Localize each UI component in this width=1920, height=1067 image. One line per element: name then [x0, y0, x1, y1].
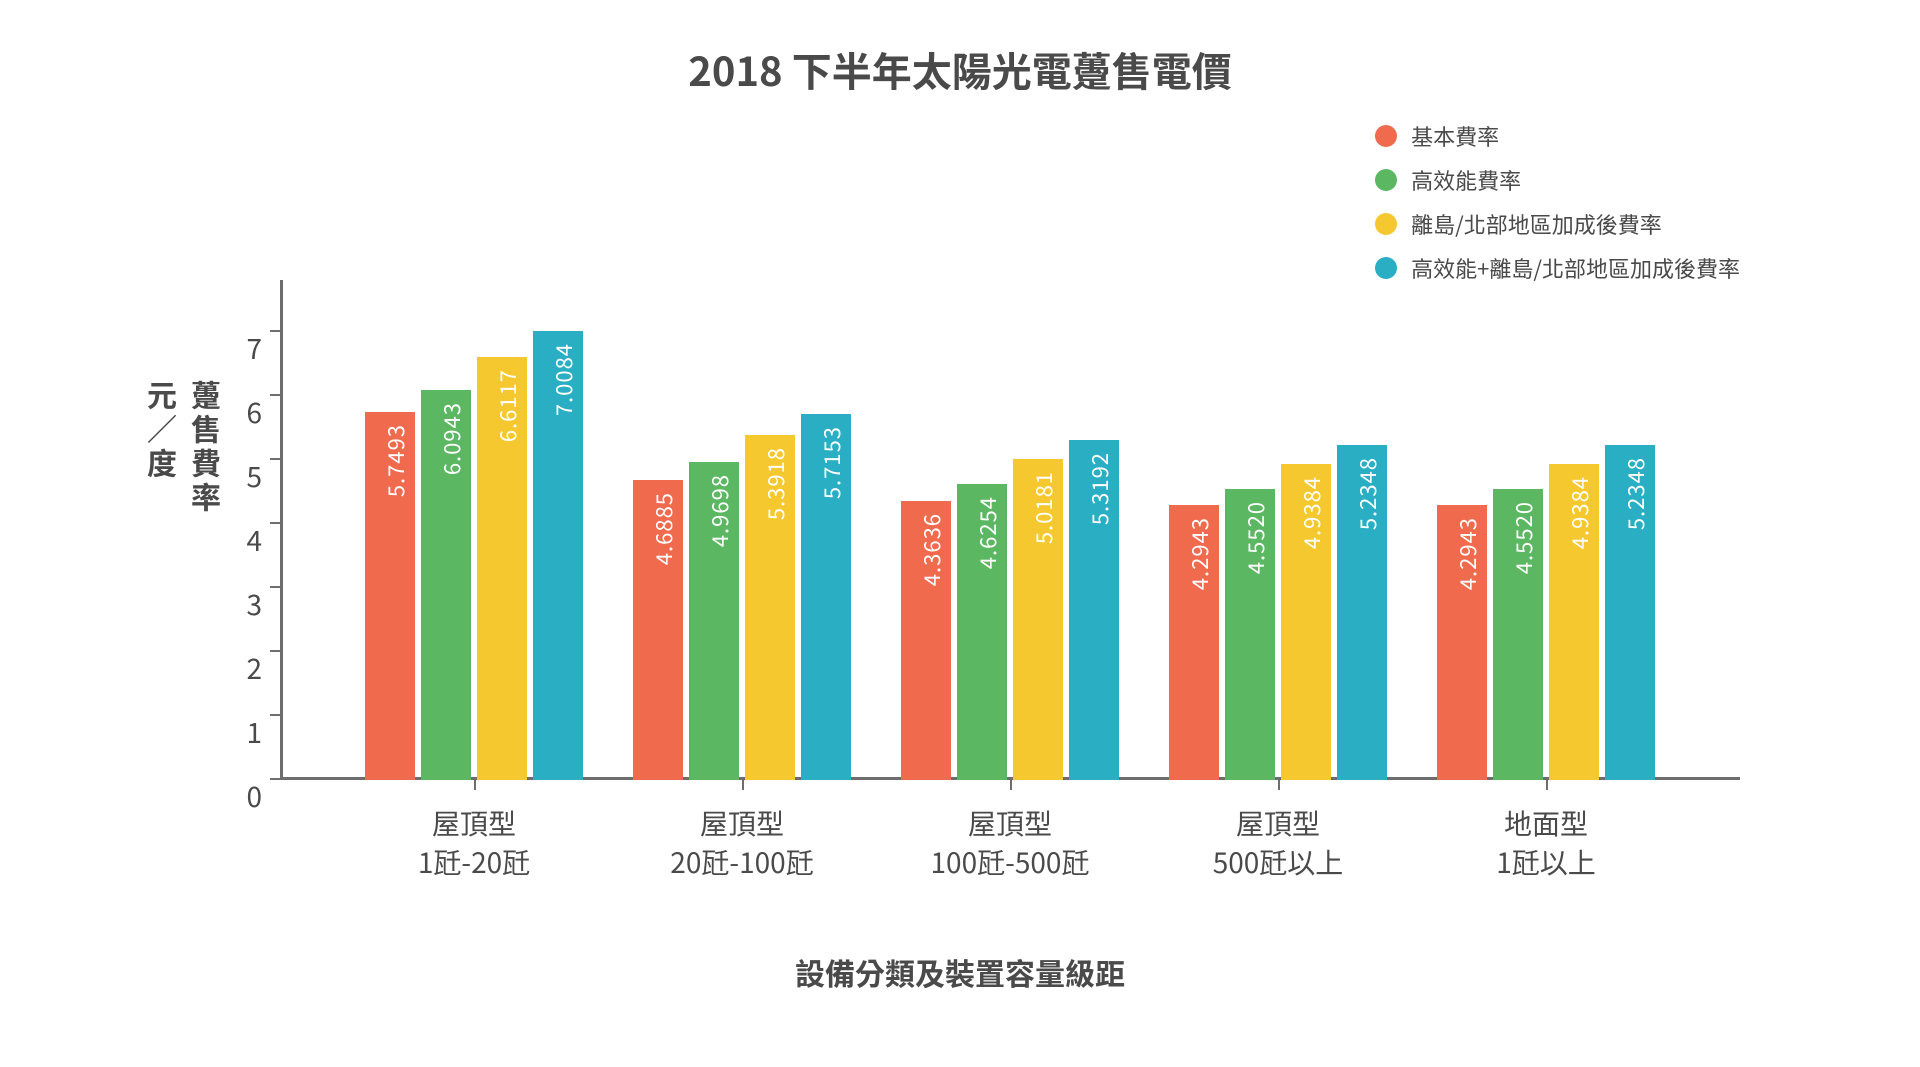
y-tick-label: 5	[246, 456, 262, 496]
bar-value-label: 5.3918	[759, 447, 791, 520]
x-tick-mark	[474, 780, 476, 790]
legend: 基本費率高效能費率離島/北部地區加成後費率高效能+離島/北部地區加成後費率	[1375, 120, 1740, 284]
bar-value-label: 5.2348	[1351, 457, 1383, 530]
y-tick-label: 2	[246, 648, 262, 688]
bar: 4.6254	[957, 484, 1007, 780]
bar: 6.0943	[421, 390, 471, 780]
bar: 4.9698	[689, 462, 739, 780]
legend-swatch	[1375, 169, 1397, 191]
chart-plot-area: 012345675.74936.09436.61177.0084屋頂型1瓩-20…	[280, 300, 1720, 780]
bar-group: 4.3636 4.6254 5.0181 5.3192	[901, 440, 1119, 780]
bar-group: 4.2943 4.5520 4.9384 5.2348	[1169, 445, 1387, 780]
y-tick-label: 6	[246, 392, 262, 432]
x-tick-mark	[1278, 780, 1280, 790]
legend-label: 高效能費率	[1411, 164, 1521, 196]
bar: 5.7493	[365, 412, 415, 780]
y-tick-mark	[270, 458, 280, 460]
legend-item: 高效能費率	[1375, 164, 1740, 196]
x-tick-label: 屋頂型20瓩-100瓩	[670, 804, 813, 882]
bar: 6.6117	[477, 357, 527, 780]
bar-group: 4.6885 4.9698 5.3918 5.7153	[633, 414, 851, 780]
bar-value-label: 7.0084	[547, 343, 579, 416]
bar-value-label: 4.6885	[647, 492, 679, 565]
bar: 4.5520	[1493, 489, 1543, 780]
bar-value-label: 5.7493	[379, 424, 411, 497]
x-tick-label: 地面型1瓩以上	[1496, 804, 1596, 882]
bar: 4.9384	[1549, 464, 1599, 780]
y-tick-mark	[270, 714, 280, 716]
y-tick-mark	[270, 778, 280, 780]
bar: 5.2348	[1337, 445, 1387, 780]
y-tick-mark	[270, 650, 280, 652]
bar-value-label: 6.6117	[491, 369, 523, 442]
bar-value-label: 4.6254	[971, 496, 1003, 569]
x-tick-mark	[742, 780, 744, 790]
x-tick-label: 屋頂型1瓩-20瓩	[418, 804, 530, 882]
bar: 4.6885	[633, 480, 683, 780]
bar-value-label: 4.5520	[1239, 501, 1271, 574]
bar-value-label: 5.3192	[1083, 452, 1115, 525]
bar: 4.3636	[901, 501, 951, 780]
bar-group: 5.7493 6.0943 6.6117 7.0084	[365, 331, 583, 780]
bar-value-label: 4.5520	[1507, 501, 1539, 574]
bar: 5.3192	[1069, 440, 1119, 780]
bar: 4.5520	[1225, 489, 1275, 780]
bar-value-label: 5.0181	[1027, 471, 1059, 544]
legend-label: 離島/北部地區加成後費率	[1411, 208, 1662, 240]
y-axis-line	[280, 280, 283, 780]
legend-label: 基本費率	[1411, 120, 1499, 152]
bar-value-label: 4.2943	[1451, 517, 1483, 590]
bar-value-label: 4.9384	[1295, 476, 1327, 549]
x-tick-label: 屋頂型500瓩以上	[1213, 804, 1344, 882]
legend-item: 高效能+離島/北部地區加成後費率	[1375, 252, 1740, 284]
x-axis-label: 設備分類及裝置容量級距	[0, 950, 1920, 994]
bar-value-label: 5.2348	[1619, 457, 1651, 530]
x-tick-mark	[1546, 780, 1548, 790]
legend-swatch	[1375, 213, 1397, 235]
legend-item: 離島/北部地區加成後費率	[1375, 208, 1740, 240]
y-tick-mark	[270, 330, 280, 332]
y-tick-mark	[270, 522, 280, 524]
bar-value-label: 4.9384	[1563, 476, 1595, 549]
y-tick-mark	[270, 394, 280, 396]
bar-value-label: 4.9698	[703, 474, 735, 547]
bar: 4.2943	[1169, 505, 1219, 780]
legend-label: 高效能+離島/北部地區加成後費率	[1411, 252, 1740, 284]
bar-value-label: 5.7153	[815, 426, 847, 499]
bar-group: 4.2943 4.5520 4.9384 5.2348	[1437, 445, 1655, 780]
y-axis-label: 躉售費率元／度	[140, 380, 228, 516]
x-tick-label: 屋頂型100瓩-500瓩	[931, 804, 1090, 882]
chart-title: 2018 下半年太陽光電躉售電價	[0, 0, 1920, 98]
bar: 7.0084	[533, 331, 583, 780]
bar: 4.2943	[1437, 505, 1487, 780]
y-tick-label: 1	[246, 712, 262, 752]
y-tick-label: 0	[246, 776, 262, 816]
bar: 5.7153	[801, 414, 851, 780]
y-tick-label: 4	[246, 520, 262, 560]
legend-swatch	[1375, 257, 1397, 279]
y-tick-label: 7	[246, 328, 262, 368]
y-tick-mark	[270, 586, 280, 588]
legend-item: 基本費率	[1375, 120, 1740, 152]
x-tick-mark	[1010, 780, 1012, 790]
bar: 5.2348	[1605, 445, 1655, 780]
bar: 4.9384	[1281, 464, 1331, 780]
y-tick-label: 3	[246, 584, 262, 624]
bar-value-label: 6.0943	[435, 402, 467, 475]
bar: 5.0181	[1013, 459, 1063, 780]
bar: 5.3918	[745, 435, 795, 780]
bar-value-label: 4.2943	[1183, 517, 1215, 590]
legend-swatch	[1375, 125, 1397, 147]
bar-value-label: 4.3636	[915, 513, 947, 586]
